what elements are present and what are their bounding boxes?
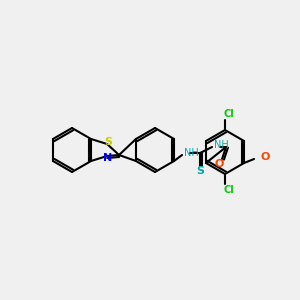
Text: NH: NH [184, 148, 199, 158]
Text: NH: NH [214, 140, 229, 150]
Text: O: O [260, 152, 269, 162]
Text: Cl: Cl [224, 185, 234, 195]
Text: S: S [196, 166, 204, 176]
Text: N: N [103, 153, 113, 163]
Text: Cl: Cl [224, 109, 234, 119]
Text: S: S [104, 137, 112, 147]
Text: O: O [214, 159, 224, 169]
